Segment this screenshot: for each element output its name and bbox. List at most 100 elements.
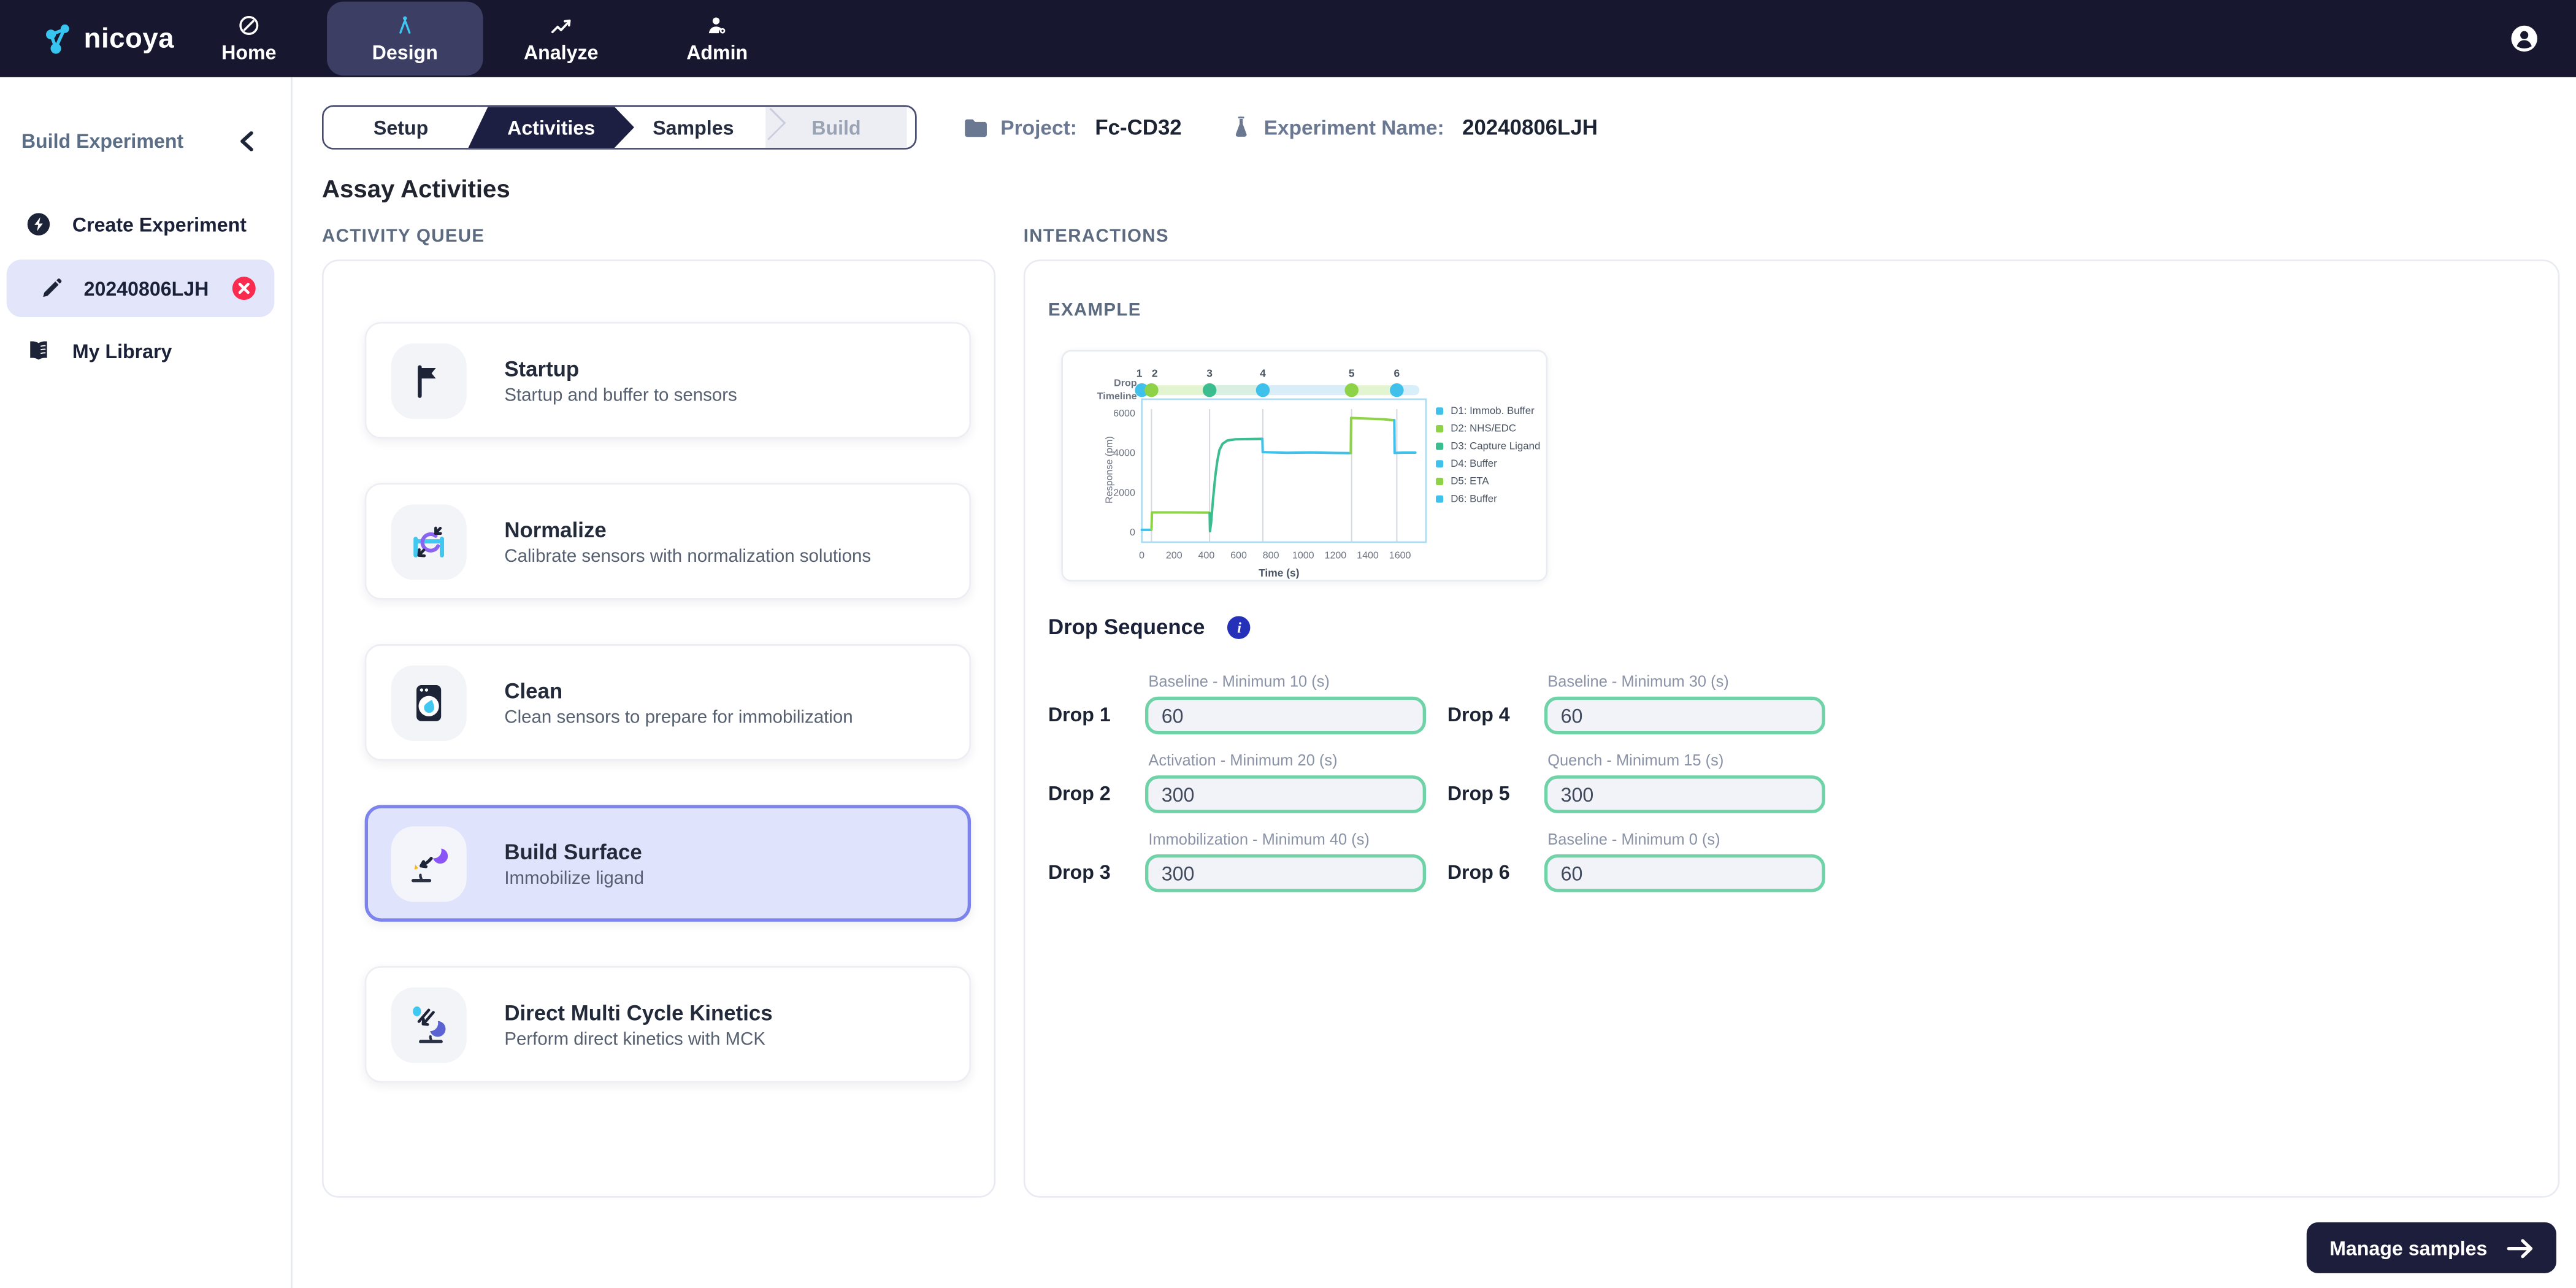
flask-icon: [1231, 115, 1252, 140]
svg-text:4: 4: [1260, 367, 1266, 380]
svg-text:400: 400: [1198, 550, 1214, 561]
close-icon[interactable]: [230, 274, 258, 302]
drop-sequence-title: Drop Sequence: [1048, 615, 1205, 639]
manage-samples-button[interactable]: Manage samples: [2307, 1222, 2556, 1273]
svg-text:D3: Capture Ligand: D3: Capture Ligand: [1451, 440, 1540, 451]
sidebar: Build Experiment Create Experiment 20240…: [0, 77, 293, 1288]
brand-name: nicoya: [84, 22, 174, 55]
drop-name-3: Drop 3: [1048, 831, 1145, 892]
activity-title: Direct Multi Cycle Kinetics: [504, 1000, 772, 1024]
drop-field-label: Baseline - Minimum 30 (s): [1547, 673, 1825, 691]
activity-title: Normalize: [504, 516, 871, 541]
drop-name-6: Drop 6: [1447, 831, 1544, 892]
drop-field-5: Quench - Minimum 15 (s): [1544, 753, 1825, 813]
activity-card-direct-multi-cycle-kinetics[interactable]: Direct Multi Cycle Kinetics Perform dire…: [365, 966, 971, 1083]
svg-text:600: 600: [1230, 550, 1247, 561]
step-setup[interactable]: Setup: [324, 107, 478, 148]
flag-icon: [391, 342, 467, 418]
example-heading: EXAMPLE: [1048, 301, 2525, 320]
step-activities[interactable]: Activities: [468, 107, 634, 148]
drop-field-2: Activation - Minimum 20 (s): [1145, 753, 1447, 813]
activity-card-build-surface[interactable]: Build Surface Immobilize ligand: [365, 805, 971, 922]
drop-field-label: Quench - Minimum 15 (s): [1547, 753, 1825, 770]
pencil-icon: [39, 276, 64, 301]
project-label: Project:: [1000, 116, 1077, 139]
activity-title: Clean: [504, 678, 853, 702]
drop-name-4: Drop 4: [1447, 673, 1544, 734]
nav-item-label: Home: [221, 41, 276, 64]
collapse-sidebar-icon[interactable]: [238, 131, 255, 151]
nicoya-molecule-icon: [39, 26, 79, 51]
nav-item-home[interactable]: Home: [171, 0, 327, 77]
sidebar-item-my-library[interactable]: My Library: [0, 324, 291, 378]
sidebar-item-label: My Library: [72, 339, 172, 362]
activity-queue-panel: Startup Startup and buffer to sensors No…: [322, 259, 995, 1197]
workflow-stepper: Setup Activities Samples Build: [322, 105, 917, 149]
svg-text:6: 6: [1394, 367, 1400, 380]
drop-duration-input-1[interactable]: [1145, 697, 1426, 735]
drop-duration-input-4[interactable]: [1544, 697, 1825, 735]
build-surface-icon: [391, 826, 467, 901]
svg-text:0: 0: [1130, 527, 1135, 538]
drop-field-label: Immobilization - Minimum 40 (s): [1148, 831, 1447, 849]
activity-subtitle: Calibrate sensors with normalization sol…: [504, 546, 871, 566]
svg-text:D6: Buffer: D6: Buffer: [1451, 493, 1497, 504]
svg-text:Response (pm): Response (pm): [1103, 436, 1114, 504]
drop-field-6: Baseline - Minimum 0 (s): [1544, 831, 1825, 892]
activity-card-clean[interactable]: Clean Clean sensors to prepare for immob…: [365, 644, 971, 761]
nav-item-admin[interactable]: Admin: [639, 0, 795, 77]
app-shell: Build Experiment Create Experiment 20240…: [0, 77, 2576, 1288]
svg-text:Timeline: Timeline: [1097, 391, 1137, 402]
nav-item-label: Design: [372, 41, 438, 64]
svg-text:1600: 1600: [1389, 550, 1411, 561]
svg-text:D2: NHS/EDC: D2: NHS/EDC: [1451, 423, 1516, 434]
drop-field-label: Activation - Minimum 20 (s): [1148, 753, 1447, 770]
drop-duration-input-2[interactable]: [1145, 775, 1426, 813]
nav-item-analyze[interactable]: Analyze: [483, 0, 639, 77]
step-label: Samples: [653, 116, 734, 139]
user-avatar-icon[interactable]: [2509, 23, 2540, 55]
main-content: SetupActivitiesSamplesBuild Project: Fc-…: [293, 77, 2576, 1288]
main-nav: Home Design Analyze Admin: [171, 0, 795, 77]
drop-field-4: Baseline - Minimum 30 (s): [1544, 673, 1825, 734]
drop-duration-input-6[interactable]: [1544, 854, 1825, 892]
interactions-panel: EXAMPLE DropTimeline1234560200040006000R…: [1024, 259, 2559, 1197]
nav-item-label: Admin: [686, 41, 748, 64]
drop-timeline-chart: DropTimeline1234560200040006000Response …: [1061, 350, 1547, 582]
drop-sequence-grid: Drop 1 Baseline - Minimum 10 (s) Drop 4 …: [1048, 673, 2525, 892]
svg-text:1: 1: [1137, 367, 1143, 380]
bolt-circle-icon: [25, 210, 53, 239]
svg-text:6000: 6000: [1113, 408, 1135, 419]
activity-subtitle: Immobilize ligand: [504, 868, 644, 888]
interactions-heading: INTERACTIONS: [1024, 227, 2559, 247]
step-label: Setup: [374, 116, 428, 139]
drop-duration-input-5[interactable]: [1544, 775, 1825, 813]
sidebar-item-create-experiment[interactable]: Create Experiment: [0, 196, 291, 253]
activity-card-normalize[interactable]: Normalize Calibrate sensors with normali…: [365, 483, 971, 600]
experiment-name-label: Experiment Name:: [1264, 116, 1444, 139]
step-build[interactable]: Build: [765, 107, 907, 148]
svg-text:200: 200: [1166, 550, 1183, 561]
svg-text:1200: 1200: [1325, 550, 1347, 561]
drop-timeline-svg: DropTimeline1234560200040006000Response …: [1063, 351, 1549, 583]
step-label: Build: [811, 116, 861, 139]
drop-field-label: Baseline - Minimum 0 (s): [1547, 831, 1825, 849]
step-label: Activities: [507, 116, 595, 139]
svg-text:3: 3: [1206, 367, 1213, 380]
info-icon[interactable]: i: [1228, 615, 1251, 638]
svg-text:D1: Immob. Buffer: D1: Immob. Buffer: [1451, 405, 1535, 416]
step-samples[interactable]: Samples: [621, 107, 766, 148]
drop-duration-input-3[interactable]: [1145, 854, 1426, 892]
sidebar-item-20240806ljh[interactable]: 20240806LJH: [7, 259, 275, 317]
normalize-icon: [391, 504, 467, 579]
drop-field-1: Baseline - Minimum 10 (s): [1145, 673, 1447, 734]
svg-text:1000: 1000: [1292, 550, 1314, 561]
svg-text:4000: 4000: [1113, 448, 1135, 459]
drop-field-label: Baseline - Minimum 10 (s): [1148, 673, 1447, 691]
admin-icon: [705, 13, 729, 37]
folder-icon: [963, 116, 989, 139]
svg-text:800: 800: [1263, 550, 1279, 561]
activity-card-startup[interactable]: Startup Startup and buffer to sensors: [365, 322, 971, 439]
brand-logo[interactable]: nicoya: [39, 22, 174, 55]
nav-item-design[interactable]: Design: [327, 2, 483, 76]
